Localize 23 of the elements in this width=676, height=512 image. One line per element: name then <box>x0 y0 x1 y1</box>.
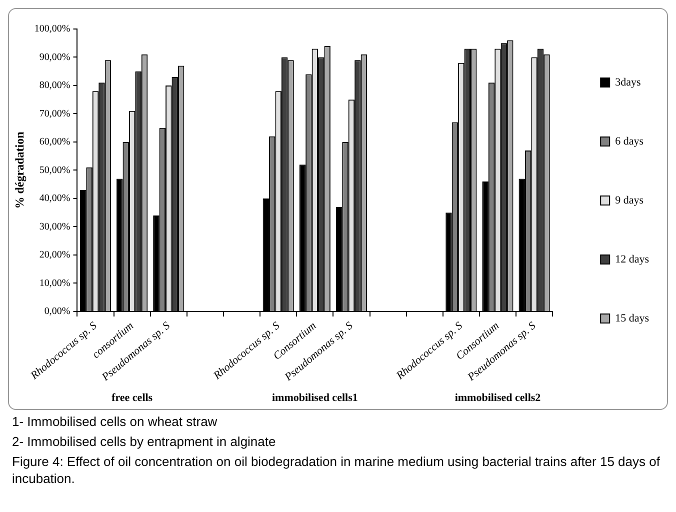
y-axis-title: % dégradation <box>12 131 26 209</box>
y-tick-label: 70,00% <box>39 108 70 120</box>
legend-label: 12 days <box>615 253 650 266</box>
y-tick-label: 40,00% <box>39 193 70 204</box>
legend-label: 15 days <box>615 312 650 324</box>
y-tick-label: 60,00% <box>39 136 70 148</box>
y-tick-label: 100,00% <box>34 24 70 35</box>
y-tick-label: 10,00% <box>39 278 70 289</box>
text: immobilised cells1 <box>272 392 358 404</box>
text: 1- Immobilised cells on wheat straw <box>12 413 218 430</box>
text: immobilised cells2 <box>454 392 542 404</box>
y-tick-label: 50,00% <box>39 164 70 176</box>
text: free cells <box>112 392 154 404</box>
y-tick-label: 90,00% <box>39 52 70 63</box>
y-tick-label: 30,00% <box>39 221 70 232</box>
caption: Figure 4: Effect of oil concentration on oil biodegradation in marine medium using bacterial trains after 15 days of incubation. <box>12 453 661 487</box>
y-tick-label: 80,00% <box>39 80 70 92</box>
text: 2- Immobilised cells by entrapment in alginate <box>12 433 277 450</box>
legend-label: 3days <box>615 76 641 88</box>
y-tick-label: 0,00% <box>44 306 70 318</box>
legend-label: 9 days <box>615 194 644 206</box>
y-tick-label: 20,00% <box>39 250 70 261</box>
legend-label: 6 days <box>615 135 644 148</box>
